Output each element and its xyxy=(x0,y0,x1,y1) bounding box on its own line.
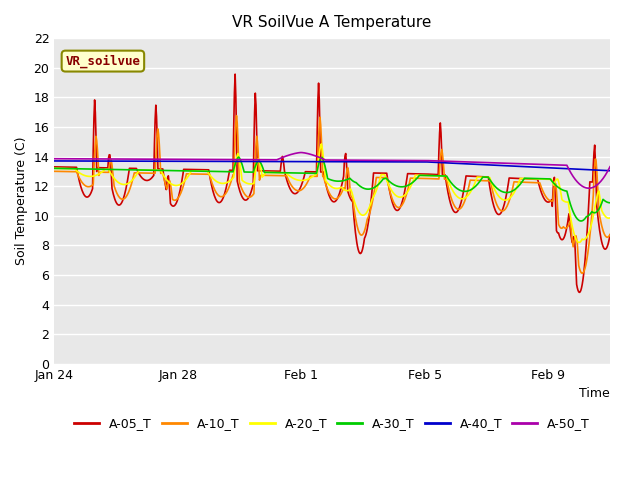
A-30_T xyxy=(374,182,381,188)
A-20_T xyxy=(405,187,413,192)
A-30_T xyxy=(577,218,584,224)
A-10_T xyxy=(388,196,396,202)
Y-axis label: Soil Temperature (C): Soil Temperature (C) xyxy=(15,137,28,265)
A-40_T xyxy=(404,159,412,165)
A-50_T xyxy=(586,185,593,191)
A-40_T xyxy=(388,159,396,165)
A-20_T xyxy=(388,189,396,194)
A-10_T xyxy=(579,270,586,276)
Line: A-50_T: A-50_T xyxy=(54,153,610,188)
A-10_T xyxy=(405,182,413,188)
A-20_T xyxy=(374,183,381,189)
A-50_T xyxy=(405,157,413,163)
A-30_T xyxy=(405,182,413,188)
Text: VR_soilvue: VR_soilvue xyxy=(65,54,140,68)
A-05_T xyxy=(51,164,58,170)
A-50_T xyxy=(472,159,480,165)
A-30_T xyxy=(51,166,58,171)
A-05_T xyxy=(388,199,396,205)
A-40_T xyxy=(373,159,381,165)
A-50_T xyxy=(51,156,58,162)
Line: A-30_T: A-30_T xyxy=(54,157,610,221)
A-20_T xyxy=(51,166,58,171)
A-05_T xyxy=(405,171,413,177)
Line: A-10_T: A-10_T xyxy=(54,116,610,273)
Legend: A-05_T, A-10_T, A-20_T, A-30_T, A-40_T, A-50_T: A-05_T, A-10_T, A-20_T, A-30_T, A-40_T, … xyxy=(69,412,595,435)
A-50_T xyxy=(374,157,381,163)
Title: VR SoilVue A Temperature: VR SoilVue A Temperature xyxy=(232,15,432,30)
A-40_T xyxy=(51,158,58,164)
A-10_T xyxy=(530,180,538,185)
A-40_T xyxy=(606,168,614,174)
A-20_T xyxy=(606,215,614,221)
A-05_T xyxy=(606,232,614,238)
A-50_T xyxy=(530,161,538,167)
A-50_T xyxy=(298,150,305,156)
A-30_T xyxy=(84,166,92,172)
A-05_T xyxy=(231,71,239,77)
A-30_T xyxy=(388,181,396,187)
A-05_T xyxy=(374,170,381,176)
A-10_T xyxy=(472,178,480,183)
A-30_T xyxy=(235,154,243,160)
A-40_T xyxy=(472,161,479,167)
A-50_T xyxy=(606,164,614,169)
Line: A-05_T: A-05_T xyxy=(54,74,610,292)
A-50_T xyxy=(388,157,396,163)
A-20_T xyxy=(317,141,325,147)
A-05_T xyxy=(530,176,538,182)
A-20_T xyxy=(472,176,480,182)
A-05_T xyxy=(84,194,92,200)
A-50_T xyxy=(84,156,92,162)
A-40_T xyxy=(84,158,92,164)
Line: A-20_T: A-20_T xyxy=(54,144,610,242)
A-10_T xyxy=(51,168,58,174)
A-20_T xyxy=(575,240,583,245)
A-40_T xyxy=(529,164,536,170)
A-20_T xyxy=(530,176,538,182)
A-10_T xyxy=(84,184,92,190)
A-05_T xyxy=(575,289,583,295)
A-10_T xyxy=(374,175,381,180)
A-05_T xyxy=(472,174,480,180)
A-20_T xyxy=(84,173,92,179)
Line: A-40_T: A-40_T xyxy=(54,161,610,171)
A-10_T xyxy=(606,231,614,237)
A-30_T xyxy=(472,182,480,188)
X-axis label: Time: Time xyxy=(579,387,610,400)
A-10_T xyxy=(233,113,241,119)
A-30_T xyxy=(606,200,614,206)
A-30_T xyxy=(530,176,538,181)
